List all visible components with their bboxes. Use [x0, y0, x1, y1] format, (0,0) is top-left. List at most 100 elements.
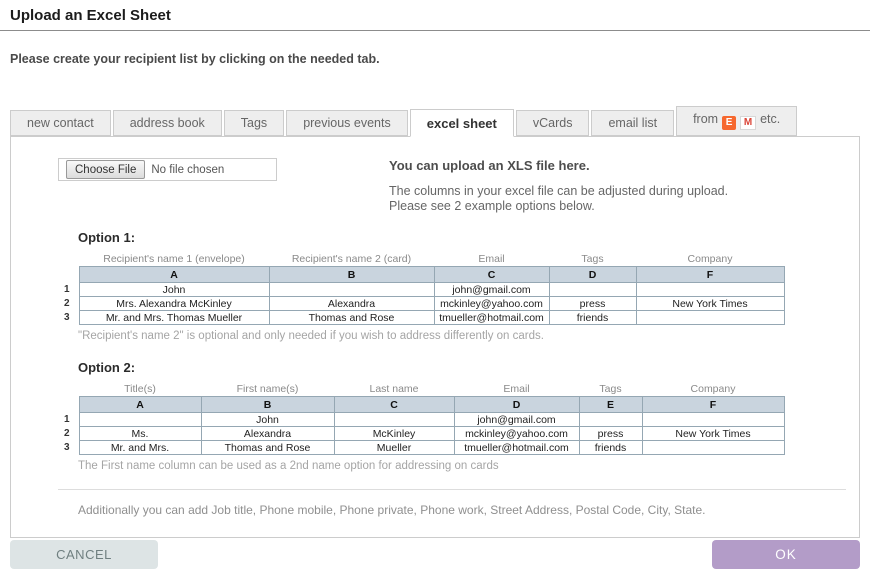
cell	[333, 412, 455, 427]
column-header: B	[200, 396, 335, 413]
cell: friends	[578, 440, 643, 455]
column-header: F	[635, 266, 785, 283]
cell: friends	[548, 310, 637, 325]
cell: Mueller	[333, 440, 455, 455]
tab-previous-events[interactable]: previous events	[286, 110, 408, 136]
column-field-label: Title(s)	[124, 383, 156, 395]
row-number	[58, 267, 79, 283]
column-field-label: Email	[503, 383, 530, 395]
row-number: 2	[63, 428, 70, 439]
eventbrite-icon: E	[722, 116, 737, 130]
tab-address-book[interactable]: address book	[112, 110, 222, 136]
tab-from-label: from	[693, 112, 719, 126]
cell	[635, 310, 785, 325]
ok-button[interactable]: OK	[712, 540, 860, 569]
row-number: 3	[63, 442, 70, 453]
cell	[268, 282, 435, 297]
tab-vcards[interactable]: vCards	[515, 110, 590, 136]
option2-title: Option 2:	[78, 360, 136, 375]
upload-info: You can upload an XLS file here. The col…	[389, 158, 728, 214]
cell: press	[578, 426, 643, 441]
footer-note: Additionally you can add Job title, Phon…	[78, 503, 706, 517]
cell: john@gmail.com	[453, 412, 580, 427]
column-header: F	[641, 396, 785, 413]
column-header: C	[333, 396, 455, 413]
cell: tmueller@hotmail.com	[433, 310, 550, 325]
file-input[interactable]: Choose File No file chosen	[58, 158, 277, 181]
column-header: B	[268, 266, 435, 283]
row-number	[58, 397, 79, 413]
cell: press	[548, 296, 637, 311]
option1-table: A B C D F 1 John john@gmail.com 2 Mrs. Alexandr…	[58, 266, 785, 325]
column-field-label: Tags	[581, 253, 604, 265]
cell: Mr. and Mrs.	[78, 440, 202, 455]
row-number: 1	[63, 284, 70, 295]
tab-email-list[interactable]: email list	[591, 110, 675, 136]
cell: Mrs. Alexandra McKinley	[78, 296, 270, 311]
gmail-icon: M	[740, 116, 757, 130]
title-divider	[0, 30, 870, 31]
cell: New York Times	[641, 426, 785, 441]
cell: John	[200, 412, 335, 427]
page-subtitle: Please create your recipient list by cli…	[10, 52, 380, 66]
tab-etc-label: etc.	[760, 112, 781, 126]
option1-section: Option 1: Recipient's name 1 (envelope) R…	[58, 230, 859, 342]
cell	[548, 282, 637, 297]
column-header: E	[578, 396, 643, 413]
row-number: 1	[63, 414, 70, 425]
cell: John	[78, 282, 270, 297]
excel-sheet-panel: Choose File No file chosen You can uploa…	[10, 136, 860, 538]
page-title: Upload an Excel Sheet	[10, 7, 171, 24]
column-field-label: Company	[687, 253, 733, 265]
table-row: 1 John john@gmail.com	[58, 282, 785, 297]
column-field-label: Email	[478, 253, 505, 265]
cell: Alexandra	[268, 296, 435, 311]
table-row: 1 John john@gmail.com	[58, 412, 785, 427]
column-field-label: First name(s)	[236, 383, 299, 395]
column-header: A	[78, 266, 270, 283]
cancel-button[interactable]: CANCEL	[10, 540, 158, 569]
file-chosen-text: No file chosen	[151, 163, 225, 176]
cell	[578, 412, 643, 427]
tab-excel-sheet[interactable]: excel sheet	[409, 109, 514, 137]
upload-row: Choose File No file chosen You can uploa…	[11, 137, 859, 214]
cell	[78, 412, 202, 427]
cell: mckinley@yahoo.com	[453, 426, 580, 441]
option1-title: Option 1:	[78, 230, 136, 245]
column-header: D	[548, 266, 637, 283]
option1-note: "Recipient's name 2" is optional and onl…	[78, 330, 544, 342]
option2-note: The First name column can be used as a 2…	[78, 460, 499, 472]
cell	[641, 412, 785, 427]
cell: Mr. and Mrs. Thomas Mueller	[78, 310, 270, 325]
column-header: C	[433, 266, 550, 283]
tab-bar: new contact address book Tags previous e…	[10, 106, 870, 137]
column-field-label: Last name	[369, 383, 419, 395]
option1-field-labels: Recipient's name 1 (envelope) Recipient's…	[79, 253, 859, 265]
cell: McKinley	[333, 426, 455, 441]
table-row: 3 Mr. and Mrs. Thomas and Rose Mueller tmuel…	[58, 440, 785, 455]
cell: Thomas and Rose	[200, 440, 335, 455]
cell	[641, 440, 785, 455]
cell: New York Times	[635, 296, 785, 311]
row-number: 2	[63, 298, 70, 309]
cell: Thomas and Rose	[268, 310, 435, 325]
column-field-label: Recipient's name 1 (envelope)	[103, 253, 245, 265]
option2-section: Option 2: Title(s) First name(s) Last name…	[58, 360, 859, 472]
cell: tmueller@hotmail.com	[453, 440, 580, 455]
footer-divider	[58, 489, 846, 490]
tab-new-contact[interactable]: new contact	[10, 110, 111, 136]
table-row: 3 Mr. and Mrs. Thomas Mueller Thomas and R…	[58, 310, 785, 325]
cell: Ms.	[78, 426, 202, 441]
cell: mckinley@yahoo.com	[433, 296, 550, 311]
upload-description-line2: Please see 2 example options below.	[389, 199, 595, 213]
option2-field-labels: Title(s) First name(s) Last name Email Tags C…	[79, 383, 859, 395]
upload-heading: You can upload an XLS file here.	[389, 158, 590, 173]
row-number: 3	[63, 312, 70, 323]
column-header: D	[453, 396, 580, 413]
cell	[635, 282, 785, 297]
tab-tags[interactable]: Tags	[223, 110, 285, 136]
choose-file-button[interactable]: Choose File	[66, 160, 146, 179]
